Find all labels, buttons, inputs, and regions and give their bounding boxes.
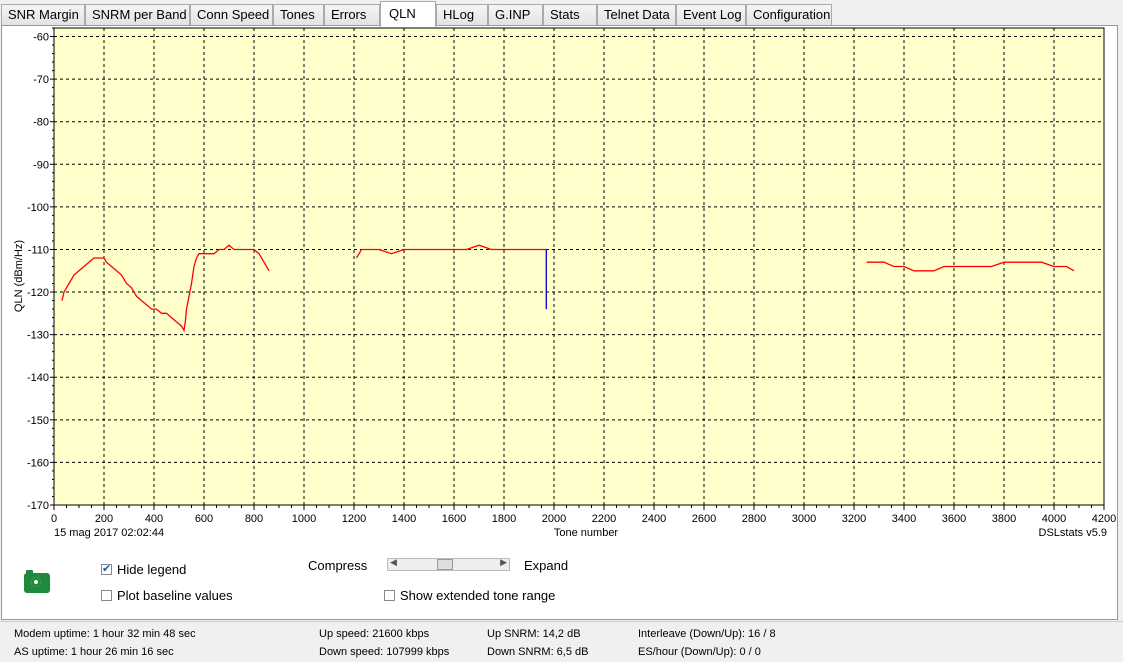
qln-series-line — [355, 244, 547, 259]
slider-right-arrow-icon[interactable]: ▶ — [500, 557, 507, 567]
x-tick-label: 1800 — [492, 513, 516, 525]
as-uptime: AS uptime: 1 hour 26 min 16 sec — [14, 646, 174, 658]
x-axis-ticks: 0 200 400 600 800 1000 1200 1400 1600 1800 2000 220… — [51, 505, 1116, 525]
tab-snrm-per-band[interactable]: SNRM per Band — [85, 4, 190, 25]
slider-thumb[interactable] — [436, 559, 453, 570]
x-tick-label: 400 — [145, 513, 163, 525]
x-tick-label: 600 — [195, 513, 213, 525]
x-tick-label: 3000 — [792, 513, 816, 525]
x-tick-label: 1400 — [392, 513, 416, 525]
tab-event-log[interactable]: Event Log — [676, 4, 746, 25]
app-version-watermark: DSLstats v5.9 — [1039, 527, 1107, 539]
x-tick-label: 2000 — [542, 513, 566, 525]
tab-conn-speed[interactable]: Conn Speed — [190, 4, 273, 25]
x-tick-label: 4200 — [1092, 513, 1116, 525]
y-tick-label: -170 — [27, 500, 49, 512]
plot-baseline-checkbox[interactable] — [101, 590, 112, 601]
plot-area — [53, 27, 1105, 506]
down-speed: Down speed: 107999 kbps — [319, 646, 450, 658]
hide-legend-label: Hide legend — [117, 562, 187, 577]
tab-qln[interactable]: QLN — [380, 1, 436, 27]
tab-snr-margin[interactable]: SNR Margin — [1, 4, 85, 25]
y-tick-label: -70 — [33, 74, 49, 86]
zoom-slider[interactable]: ◀ ▶ — [387, 557, 510, 571]
up-snrm: Up SNRM: 14,2 dB — [487, 628, 581, 640]
qln-series-line — [866, 261, 1075, 272]
y-tick-label: -100 — [27, 202, 49, 214]
x-tick-label: 3800 — [992, 513, 1016, 525]
y-axis-ticks: -60 -70 -80 -90 -100 -110 -120 -130 -140 -150 -160… — [27, 27, 54, 512]
hide-legend-checkbox[interactable] — [101, 562, 112, 575]
tab-telnet-data[interactable]: Telnet Data — [597, 4, 676, 25]
extended-tone-range-checkbox[interactable] — [384, 590, 395, 601]
qln-chart: 0 200 400 600 800 1000 1200 1400 1600 1800 2000 220… — [13, 27, 1116, 539]
slider-left-arrow-icon[interactable]: ◀ — [390, 557, 397, 567]
x-tick-label: 200 — [95, 513, 113, 525]
es-per-hour: ES/hour (Down/Up): 0 / 0 — [638, 646, 761, 658]
x-tick-label: 2200 — [592, 513, 616, 525]
y-tick-label: -150 — [27, 415, 49, 427]
x-axis-label: Tone number — [554, 527, 619, 539]
tab-bar: SNR Margin SNRM per Band Conn Speed Tone… — [0, 0, 1123, 27]
tab-configuration[interactable]: Configuration — [746, 4, 832, 25]
plot-baseline-label: Plot baseline values — [117, 588, 233, 603]
tab-tones[interactable]: Tones — [273, 4, 324, 25]
modem-uptime: Modem uptime: 1 hour 32 min 48 sec — [14, 628, 196, 640]
down-snrm: Down SNRM: 6,5 dB — [487, 646, 589, 658]
data-series — [61, 244, 1075, 333]
up-speed: Up speed: 21600 kbps — [319, 628, 430, 640]
x-tick-label: 3600 — [942, 513, 966, 525]
tab-errors[interactable]: Errors — [324, 4, 380, 25]
qln-series-line — [61, 244, 270, 333]
tab-hlog[interactable]: HLog — [436, 4, 488, 25]
y-axis-label: QLN (dBm/Hz) — [13, 240, 25, 312]
camera-icon[interactable] — [24, 570, 50, 593]
x-tick-label: 2400 — [642, 513, 666, 525]
qln-panel: 0 200 400 600 800 1000 1200 1400 1600 1800 2000 220… — [1, 25, 1118, 620]
y-tick-label: -110 — [28, 244, 49, 256]
y-tick-label: -120 — [27, 287, 49, 299]
x-tick-label: 2800 — [742, 513, 766, 525]
y-tick-label: -160 — [27, 457, 49, 469]
compress-label: Compress — [308, 558, 368, 573]
interleave: Interleave (Down/Up): 16 / 8 — [638, 628, 776, 640]
x-tick-label: 2600 — [692, 513, 716, 525]
expand-label: Expand — [524, 558, 569, 573]
grid-lines — [54, 28, 1104, 505]
x-tick-label: 1600 — [442, 513, 466, 525]
y-tick-label: -130 — [27, 330, 49, 342]
x-tick-label: 800 — [245, 513, 263, 525]
x-tick-label: 1200 — [342, 513, 366, 525]
x-tick-label: 4000 — [1042, 513, 1066, 525]
y-tick-label: -90 — [33, 159, 49, 171]
y-tick-label: -140 — [27, 372, 49, 384]
tab-stats[interactable]: Stats — [543, 4, 597, 25]
status-bar: Modem uptime: 1 hour 32 min 48 sec AS up… — [0, 621, 1123, 662]
x-tick-label: 0 — [51, 513, 57, 525]
y-tick-label: -60 — [33, 32, 49, 44]
x-tick-label: 3200 — [842, 513, 866, 525]
x-tick-label: 1000 — [292, 513, 316, 525]
y-tick-label: -80 — [33, 117, 49, 129]
extended-tone-range-label: Show extended tone range — [400, 588, 556, 603]
chart-timestamp: 15 mag 2017 02:02:44 — [54, 527, 164, 539]
tab-ginp[interactable]: G.INP — [488, 4, 543, 25]
x-tick-label: 3400 — [892, 513, 916, 525]
